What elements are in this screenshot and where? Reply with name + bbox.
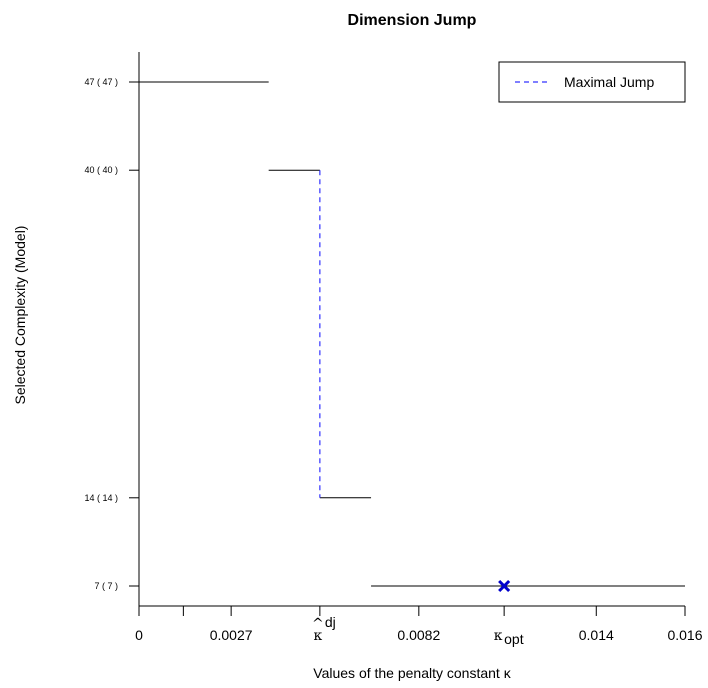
x-tick-label: 0.016 xyxy=(667,627,702,643)
x-axis-label: Values of the penalty constant κ xyxy=(313,665,511,681)
legend: Maximal Jump xyxy=(498,61,686,103)
x-tick-label-kappa-opt: κ xyxy=(494,628,503,644)
x-tick-label: 0.014 xyxy=(579,627,614,643)
y-axis-ticks: 47 ( 47 ) 40 ( 40 ) 14 ( 14 ) 7 ( 7 ) xyxy=(84,77,139,591)
y-tick-label: 14 ( 14 ) xyxy=(84,493,118,503)
y-axis-label: Selected Complexity (Model) xyxy=(12,226,28,405)
optimum-marker-x xyxy=(498,579,511,593)
y-tick-label: 47 ( 47 ) xyxy=(84,77,118,87)
y-tick-label: 7 ( 7 ) xyxy=(94,581,118,591)
hat-accent: ^ xyxy=(312,616,324,632)
x-tick-superscript: dj xyxy=(325,614,336,630)
y-tick-label: 40 ( 40 ) xyxy=(84,165,118,175)
x-tick-subscript: opt xyxy=(504,631,524,647)
optimum-marker-group xyxy=(498,579,511,593)
x-tick-label: 0 xyxy=(135,627,143,643)
chart-title: Dimension Jump xyxy=(348,12,477,29)
legend-label-maximal-jump: Maximal Jump xyxy=(564,74,654,90)
x-tick-label: 0.0027 xyxy=(210,627,253,643)
plot-area xyxy=(138,52,685,607)
legend-box xyxy=(498,61,686,103)
step-series xyxy=(139,81,685,587)
x-tick-label: 0.0082 xyxy=(397,627,440,643)
x-tick-label-kappa-hat: κ xyxy=(313,628,322,644)
